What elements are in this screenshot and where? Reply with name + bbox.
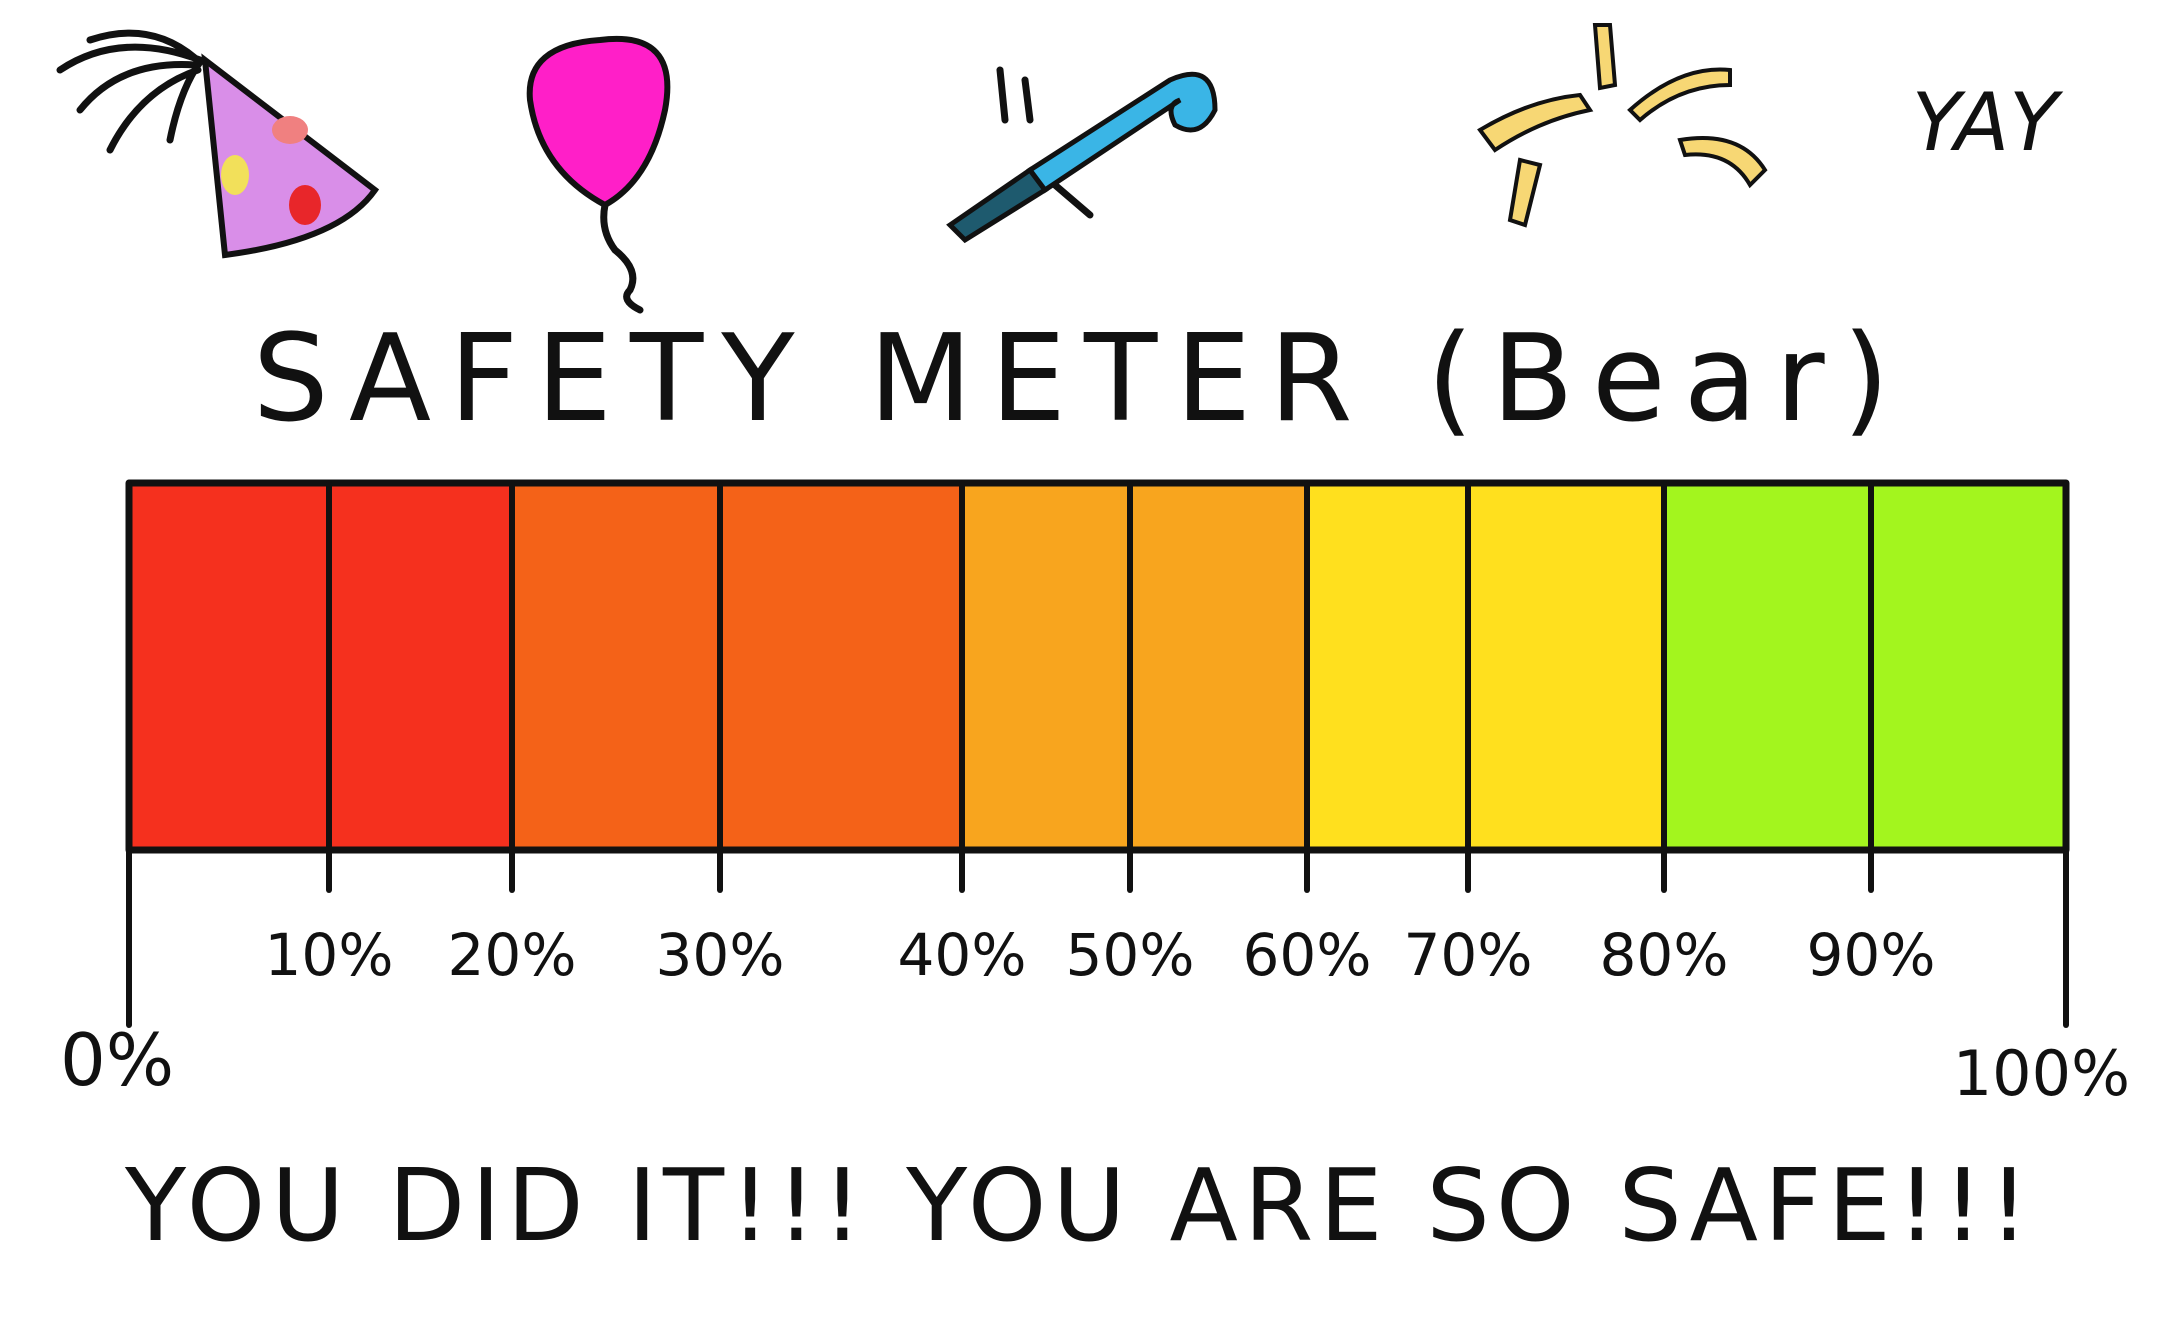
tick-label: 90%	[1807, 921, 1936, 989]
segment	[962, 483, 1130, 850]
tick-label: 30%	[656, 921, 785, 989]
tick-label: 70%	[1404, 921, 1533, 989]
party-hat	[56, 29, 380, 259]
segment	[1664, 483, 1871, 850]
confetti	[1477, 23, 1768, 228]
segment	[1130, 483, 1307, 850]
tick-label: 100%	[1953, 1037, 2130, 1110]
exclamation: YAY	[1912, 76, 2064, 169]
segment	[129, 483, 329, 850]
tick-label: 0%	[60, 1018, 174, 1102]
meter-bar	[125, 479, 2070, 854]
party-horn	[946, 66, 1218, 244]
segment	[720, 483, 962, 850]
tick-label: 40%	[898, 921, 1027, 989]
segment	[1307, 483, 1468, 850]
segment	[1468, 483, 1664, 850]
ticks: 0% 10% 20% 30% 40% 50% 60% 70% 80% 90%100%	[60, 480, 2130, 1110]
title: SAFETY METER (Bear)	[253, 310, 1908, 449]
balloon	[526, 35, 671, 314]
message: YOU DID IT!!! YOU ARE SO SAFE!!!	[124, 1147, 2035, 1264]
tick-label: 60%	[1243, 921, 1372, 989]
tick-label: 10%	[265, 921, 394, 989]
segment	[512, 483, 720, 850]
segment	[329, 483, 512, 850]
segment	[1871, 483, 2066, 850]
tick-label: 80%	[1600, 921, 1729, 989]
tick-label: 20%	[448, 921, 577, 989]
tick-label: 50%	[1066, 921, 1195, 989]
